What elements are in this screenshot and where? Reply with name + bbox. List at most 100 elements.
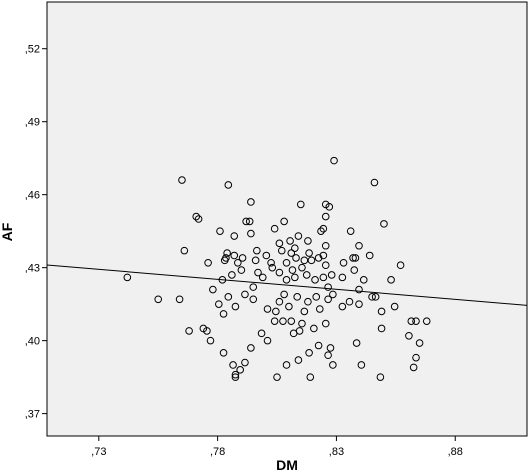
data-point: [253, 246, 261, 255]
data-point: [224, 181, 233, 189]
data-point: [371, 293, 380, 301]
data-point: [310, 324, 318, 333]
data-point: [311, 276, 319, 284]
data-point: [296, 200, 305, 209]
data-point: [263, 336, 272, 345]
data-point: [324, 351, 332, 360]
data-point: [305, 249, 313, 257]
data-point: [321, 261, 330, 270]
data-point: [407, 317, 416, 325]
data-point: [338, 302, 347, 311]
data-point: [236, 366, 244, 374]
data-point: [415, 339, 424, 347]
data-point: [307, 256, 316, 265]
data-point: [359, 276, 368, 284]
data-point: [300, 307, 309, 316]
data-point: [377, 324, 386, 333]
data-point: [222, 254, 230, 262]
data-point: [242, 217, 250, 226]
data-point: [326, 344, 335, 352]
data-point: [291, 244, 299, 252]
data-point: [267, 258, 275, 267]
data-point: [223, 249, 231, 257]
x-tick-label: ,88: [448, 446, 463, 458]
data-point: [350, 266, 359, 274]
data-point: [247, 229, 255, 238]
data-point: [324, 295, 332, 304]
data-point: [251, 256, 260, 265]
data-point: [215, 300, 223, 308]
data-point: [234, 258, 242, 267]
data-point: [282, 276, 291, 284]
data-point: [380, 220, 388, 228]
data-point: [298, 263, 306, 272]
data-point: [355, 241, 363, 250]
data-point: [370, 178, 379, 187]
data-point: [422, 317, 431, 325]
data-point: [216, 227, 224, 235]
data-point: [277, 246, 286, 255]
data-point: [270, 224, 279, 233]
data-point: [185, 327, 193, 335]
y-tick-label: ,46: [25, 190, 40, 202]
data-point: [280, 290, 288, 299]
data-point: [304, 237, 312, 245]
data-point: [175, 295, 184, 304]
data-point: [123, 273, 132, 282]
data-point: [302, 271, 311, 279]
data-point: [365, 251, 374, 260]
data-point: [206, 336, 215, 345]
data-point: [306, 373, 315, 381]
data-point: [268, 263, 277, 272]
data-point: [319, 251, 328, 260]
data-point: [339, 258, 348, 267]
data-points: [123, 156, 431, 381]
data-point: [368, 293, 376, 301]
data-point: [292, 254, 300, 262]
data-point: [209, 285, 217, 294]
data-point: [357, 361, 366, 369]
data-point: [247, 198, 255, 206]
data-point: [279, 317, 287, 325]
x-tick-label: ,83: [329, 446, 344, 458]
y-axis: ,37 ,40 ,43 ,46 ,49 ,52: [25, 44, 47, 421]
data-point: [349, 254, 357, 262]
data-point: [293, 293, 302, 301]
data-point: [345, 297, 354, 306]
data-point: [241, 358, 249, 367]
data-point: [224, 293, 233, 301]
fit-line: [46, 264, 528, 306]
data-point: [270, 317, 279, 325]
data-point: [300, 256, 309, 265]
data-point: [291, 273, 299, 282]
data-point: [245, 217, 254, 226]
data-point: [409, 363, 418, 372]
data-point: [238, 254, 247, 262]
data-point: [180, 246, 189, 255]
data-point: [280, 217, 288, 226]
data-point: [312, 293, 321, 301]
data-point: [178, 176, 186, 184]
data-point: [282, 361, 291, 369]
data-point: [228, 271, 236, 279]
data-point: [305, 349, 313, 357]
data-point: [286, 237, 294, 245]
data-point: [275, 239, 284, 248]
data-point: [376, 373, 385, 381]
data-point: [230, 232, 239, 240]
data-point: [329, 361, 337, 369]
data-point: [249, 283, 258, 291]
data-point: [351, 254, 360, 262]
data-point: [229, 361, 237, 369]
data-point: [231, 370, 240, 379]
data-point: [324, 283, 332, 291]
y-tick-label: ,37: [25, 409, 40, 421]
data-point: [275, 268, 284, 277]
data-point: [262, 251, 271, 260]
y-tick-label: ,52: [25, 44, 40, 56]
data-point: [327, 271, 336, 279]
data-point: [321, 212, 330, 221]
x-tick-label: ,78: [210, 446, 225, 458]
data-point: [352, 339, 361, 347]
